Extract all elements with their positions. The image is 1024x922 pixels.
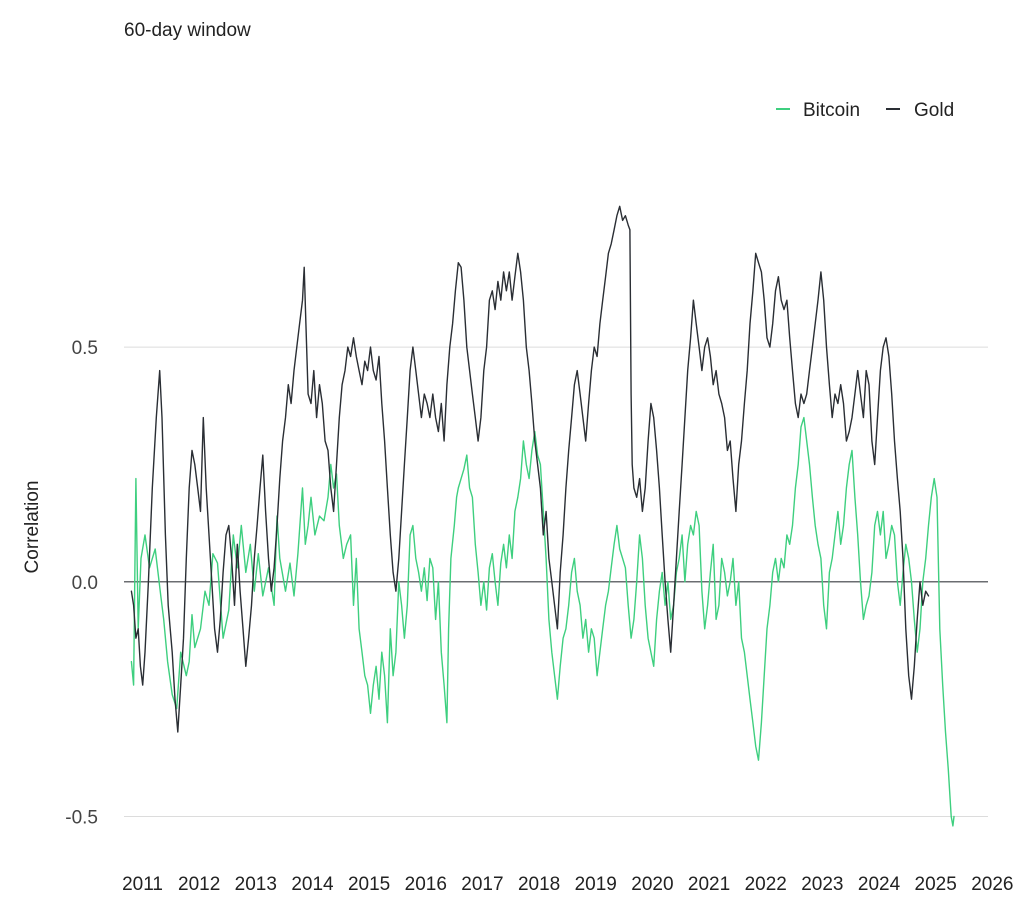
x-tick-label: 2011 bbox=[122, 874, 163, 895]
x-tick-label: 2025 bbox=[915, 874, 957, 895]
y-axis-label: Correlation bbox=[22, 481, 43, 574]
x-tick-label: 2024 bbox=[858, 874, 901, 895]
series-line-bitcoin bbox=[130, 416, 955, 827]
chart-subtitle: 60-day window bbox=[124, 20, 251, 41]
x-tick-label: 2016 bbox=[405, 874, 447, 895]
y-tick-labels: 0.5 0.0 -0.5 bbox=[65, 338, 98, 828]
x-tick-label: 2022 bbox=[745, 874, 787, 895]
x-tick-label: 2017 bbox=[461, 874, 503, 895]
x-tick-labels: 2011 2012 2013 2014 2015 2016 2017 2018 2019 2020… bbox=[122, 874, 1013, 895]
gridlines bbox=[124, 346, 988, 818]
x-tick-label: 2015 bbox=[348, 874, 390, 895]
legend-label-bitcoin: Bitcoin bbox=[803, 100, 860, 121]
x-tick-label: 2019 bbox=[575, 874, 617, 895]
x-tick-label: 2026 bbox=[971, 874, 1013, 895]
x-tick-label: 2023 bbox=[801, 874, 843, 895]
x-tick-label: 2018 bbox=[518, 874, 560, 895]
x-tick-label: 2020 bbox=[631, 874, 673, 895]
x-tick-label: 2014 bbox=[291, 874, 334, 895]
legend: Bitcoin Gold bbox=[776, 100, 954, 121]
x-tick-label: 2012 bbox=[178, 874, 220, 895]
x-tick-label: 2013 bbox=[235, 874, 277, 895]
series-layer bbox=[130, 205, 955, 827]
x-tick-label: 2021 bbox=[688, 874, 730, 895]
y-tick-label: 0.0 bbox=[72, 573, 98, 594]
legend-label-gold: Gold bbox=[914, 100, 954, 121]
y-tick-label: 0.5 bbox=[72, 338, 98, 359]
y-tick-label: -0.5 bbox=[65, 808, 98, 829]
series-line-gold bbox=[130, 205, 930, 733]
